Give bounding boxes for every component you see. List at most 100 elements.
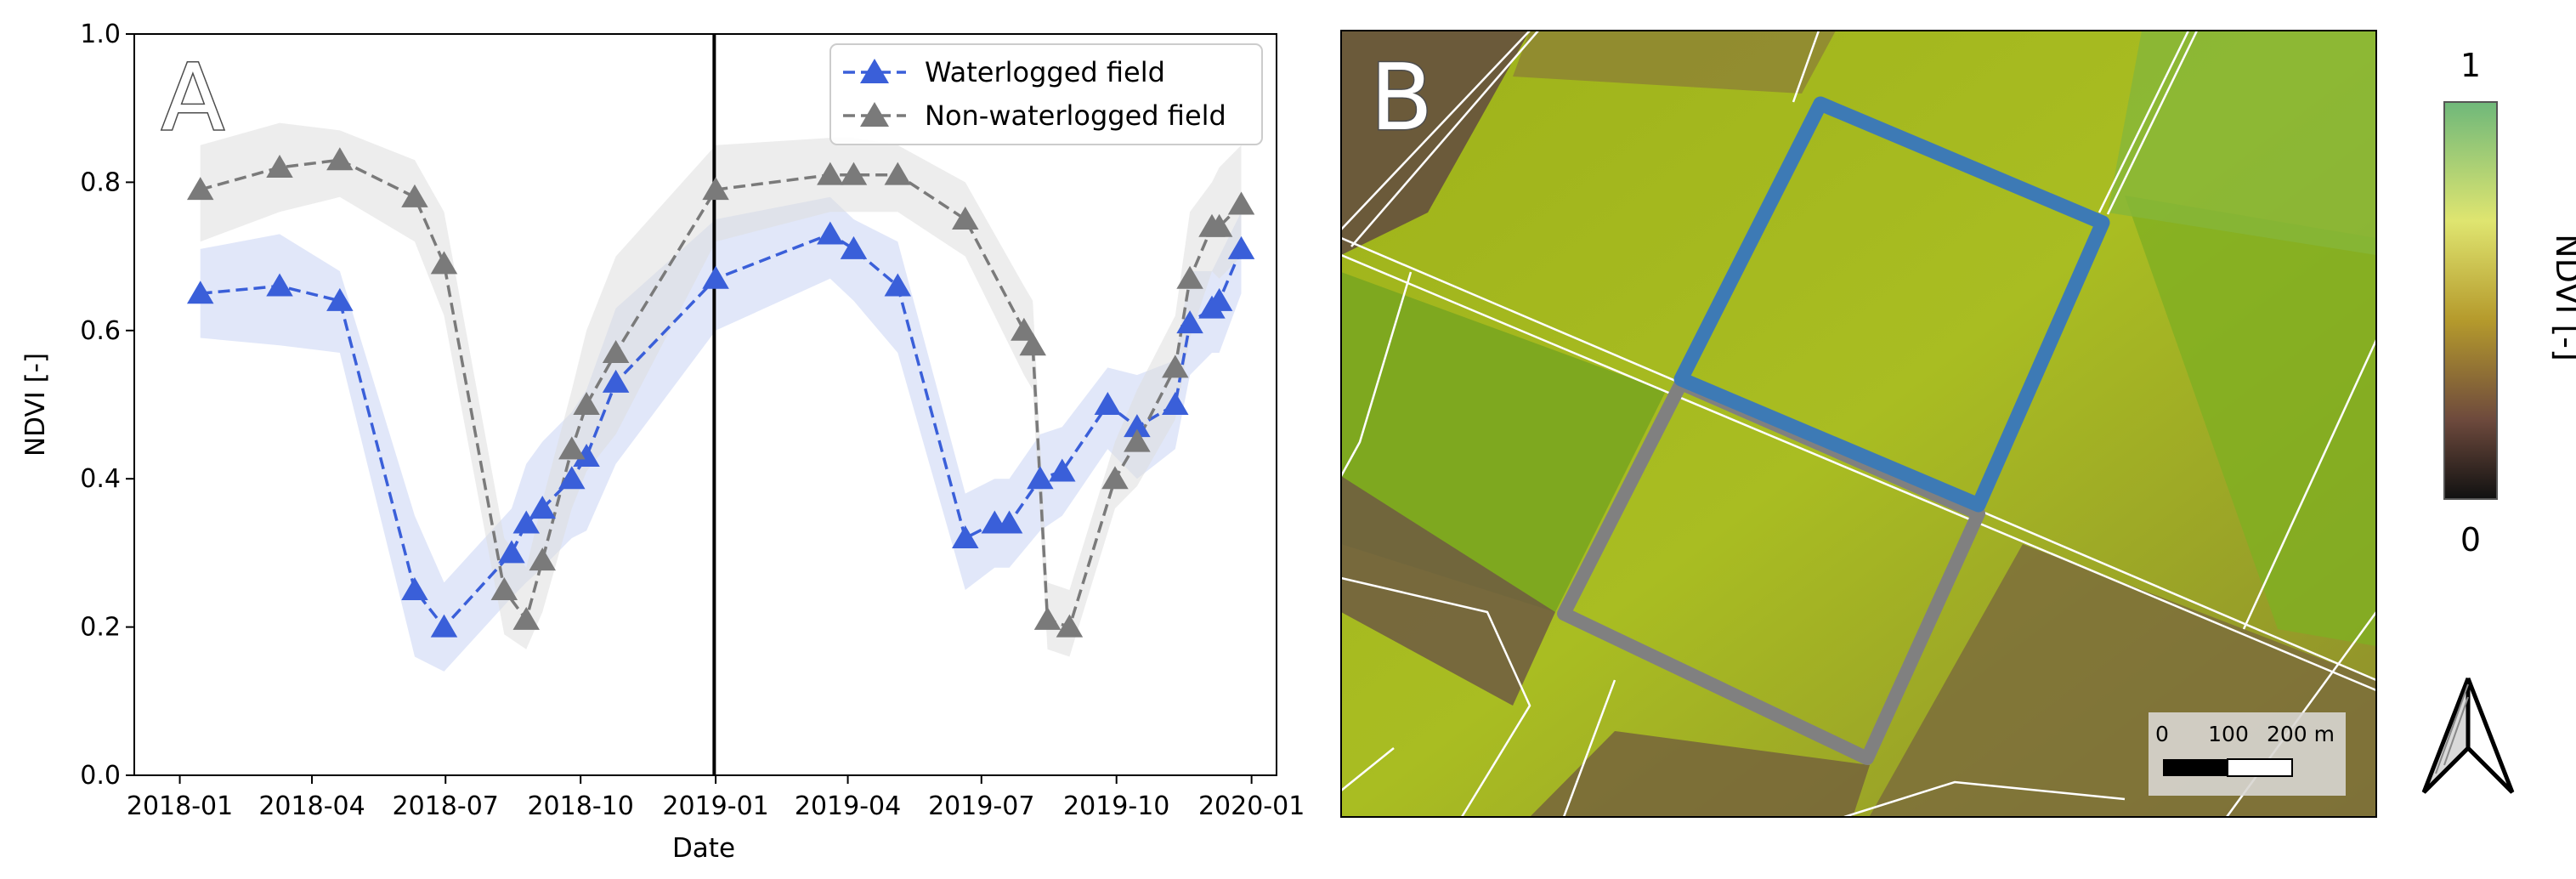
point-waterlogged-field <box>529 496 556 519</box>
point-waterlogged-field <box>702 265 729 289</box>
scale-label-0: 0 <box>2155 722 2169 746</box>
point-non-waterlogged-field <box>1033 606 1062 630</box>
point-non-waterlogged-field <box>1101 466 1129 490</box>
point-non-waterlogged-field <box>186 177 214 201</box>
y-tick-label: 1.0 <box>80 20 121 49</box>
point-non-waterlogged-field <box>1176 265 1203 289</box>
north-arrow-icon <box>2421 678 2515 794</box>
x-tick-label: 2019-04 <box>795 791 901 821</box>
point-non-waterlogged-field <box>558 436 586 460</box>
point-waterlogged-field <box>1227 235 1255 259</box>
point-non-waterlogged-field <box>430 251 458 275</box>
ndvi-bands <box>200 122 1242 672</box>
point-non-waterlogged-field <box>1205 213 1233 237</box>
point-non-waterlogged-field <box>1011 317 1038 341</box>
legend: Waterlogged field Non-waterlogged field <box>829 43 1263 145</box>
y-axis: 0.0 0.2 0.4 0.6 0.8 1.0 <box>80 20 134 791</box>
colorbar-min-label: 0 <box>2460 521 2481 559</box>
green-field-left <box>1341 272 1666 612</box>
legend-marker-waterlogged <box>860 59 889 83</box>
dark-patch-bottom-left <box>1341 476 1555 706</box>
scale-bar: 0 100 200 m <box>2149 712 2346 796</box>
ndvi-markers <box>186 147 1255 638</box>
dark-patch-bottom-center <box>1530 731 1870 817</box>
point-non-waterlogged-field <box>952 207 979 230</box>
point-waterlogged-field <box>430 614 458 638</box>
non-waterlogged-field-outline <box>1557 377 1985 765</box>
point-non-waterlogged-field <box>1162 354 1189 378</box>
legend-marker-non-waterlogged <box>860 102 889 127</box>
point-non-waterlogged-field <box>602 339 630 363</box>
waterlogged-field-outline <box>1673 96 2110 513</box>
y-tick-label: 0.2 <box>80 613 121 643</box>
point-waterlogged-field <box>558 466 586 490</box>
point-non-waterlogged-field <box>840 162 868 185</box>
chart-a: 0.0 0.2 0.4 0.6 0.8 1.0 2018-01 2018-04 2018-07… <box>20 20 1305 864</box>
point-non-waterlogged-field <box>326 147 354 171</box>
point-waterlogged-field <box>186 281 214 304</box>
point-waterlogged-field <box>1027 466 1054 490</box>
point-waterlogged-field <box>1124 414 1151 438</box>
point-waterlogged-field <box>840 235 868 259</box>
colorbar: 1 0 NDVI [-] <box>2443 47 2576 559</box>
dark-patch-top-left <box>1341 31 1530 255</box>
point-waterlogged-field <box>266 273 293 297</box>
point-non-waterlogged-field <box>884 162 912 185</box>
point-waterlogged-field <box>602 369 630 393</box>
x-tick-label: 2018-07 <box>393 791 499 821</box>
point-waterlogged-field <box>326 287 354 311</box>
x-tick-label: 2019-10 <box>1063 791 1169 821</box>
x-tick-label: 2018-04 <box>258 791 365 821</box>
panel-label-a: A <box>161 45 224 151</box>
ndvi-lines <box>200 158 1243 630</box>
point-non-waterlogged-field <box>1227 191 1255 215</box>
x-tick-label: 2018-01 <box>127 791 233 821</box>
band-non-waterlogged-field <box>200 122 1242 657</box>
map-frame <box>1340 30 2377 818</box>
point-waterlogged-field <box>1162 392 1189 415</box>
point-non-waterlogged-field <box>817 162 844 185</box>
legend-box <box>829 43 1263 145</box>
scale-segment-black <box>2163 759 2228 776</box>
point-waterlogged-field <box>401 577 428 600</box>
line-waterlogged-field <box>200 232 1243 630</box>
ndvi-map-image: B 0 100 200 m <box>1341 31 2376 817</box>
green-field-top-right <box>2108 31 2376 255</box>
point-non-waterlogged-field <box>702 177 729 201</box>
panel-label-b: B <box>1370 45 1433 151</box>
band-waterlogged-field <box>200 196 1242 672</box>
point-non-waterlogged-field <box>401 184 428 207</box>
point-waterlogged-field <box>995 510 1023 534</box>
x-axis: 2018-01 2018-04 2018-07 2018-10 2019-01 2019-… <box>127 775 1305 821</box>
point-waterlogged-field <box>512 510 540 534</box>
point-waterlogged-field <box>952 525 979 548</box>
point-non-waterlogged-field <box>1019 332 1046 356</box>
point-non-waterlogged-field <box>490 577 518 600</box>
x-tick-label: 2020-01 <box>1198 791 1305 821</box>
y-axis-title: NDVI [-] <box>20 353 51 457</box>
point-non-waterlogged-field <box>266 154 293 178</box>
y-tick-label: 0.0 <box>80 761 121 791</box>
scale-label-100: 100 <box>2208 722 2249 746</box>
plot-frame <box>133 33 1277 776</box>
legend-label-non-waterlogged: Non-waterlogged field <box>925 99 1226 132</box>
point-waterlogged-field <box>573 444 600 468</box>
point-waterlogged-field <box>817 221 844 245</box>
dark-patch-bottom <box>1870 544 2376 817</box>
scale-label-200: 200 m <box>2267 722 2335 746</box>
point-waterlogged-field <box>1205 287 1233 311</box>
colorbar-title: NDVI [-] <box>2549 234 2576 361</box>
y-tick-label: 0.6 <box>80 316 121 346</box>
point-non-waterlogged-field <box>512 606 540 630</box>
point-waterlogged-field <box>498 540 525 564</box>
point-non-waterlogged-field <box>1124 428 1151 452</box>
point-waterlogged-field <box>1176 310 1203 334</box>
x-axis-title: Date <box>672 833 735 864</box>
x-tick-label: 2019-01 <box>662 791 768 821</box>
y-tick-label: 0.4 <box>80 464 121 494</box>
colorbar-gradient <box>2443 101 2498 500</box>
x-tick-label: 2018-10 <box>527 791 633 821</box>
parcel-boundaries <box>1341 31 2376 817</box>
scale-segment-white <box>2227 758 2293 777</box>
point-waterlogged-field <box>1049 458 1076 482</box>
